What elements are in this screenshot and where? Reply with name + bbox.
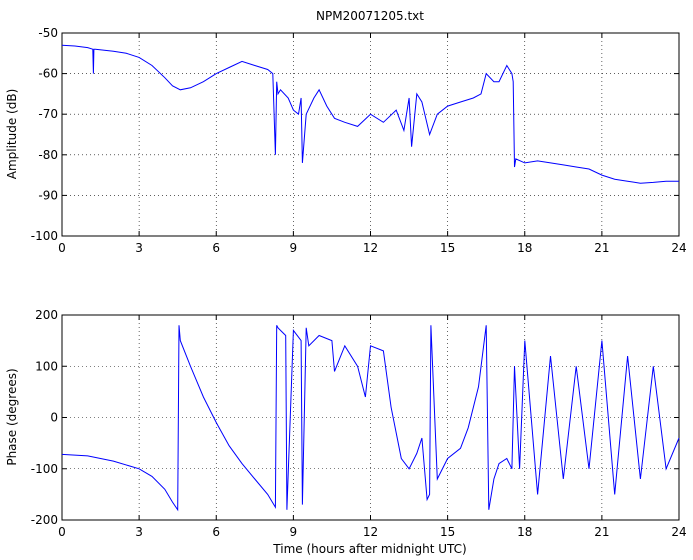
y-tick-labels: -100 -90 -80 -70 -60 -50 — [31, 26, 58, 243]
x-tick-label: 24 — [671, 241, 686, 255]
grid-lines — [62, 315, 679, 520]
x-tick-label: 21 — [594, 525, 609, 539]
series-line — [61, 325, 680, 512]
y-tick-label: -70 — [38, 107, 58, 121]
x-tick-label: 3 — [135, 525, 143, 539]
y-tick-labels: -200 -100 0 100 200 — [31, 308, 58, 527]
x-tick-label: 9 — [290, 525, 298, 539]
series-group — [61, 325, 680, 512]
y-tick-label: -200 — [31, 513, 58, 527]
phase-plot: 0 3 6 9 12 15 18 21 24 -200 -100 0 100 200 Phase (de… — [5, 308, 687, 556]
y-tick-label: -100 — [31, 462, 58, 476]
y-tick-label: -100 — [31, 229, 58, 243]
plot-frame — [61, 32, 680, 237]
x-tick-label: 0 — [58, 241, 66, 255]
y-tick-label: -90 — [38, 188, 58, 202]
x-tick-label: 6 — [212, 525, 220, 539]
x-tick-label: 9 — [290, 241, 298, 255]
x-tick-label: 6 — [212, 241, 220, 255]
x-tick-label: 15 — [440, 241, 455, 255]
x-tick-label: 0 — [58, 525, 66, 539]
y-axis-label: Amplitude (dB) — [5, 89, 19, 180]
x-tick-labels: 0 3 6 9 12 15 18 21 24 — [58, 241, 686, 255]
series-group — [61, 44, 679, 184]
x-tick-label: 18 — [517, 241, 532, 255]
y-tick-label: 100 — [35, 359, 58, 373]
x-tick-label: 18 — [517, 525, 532, 539]
x-tick-label: 12 — [363, 241, 378, 255]
x-tick-label: 21 — [594, 241, 609, 255]
y-tick-label: -50 — [38, 26, 58, 40]
y-tick-label: 200 — [35, 308, 58, 322]
x-tick-labels: 0 3 6 9 12 15 18 21 24 — [58, 525, 686, 539]
x-tick-label: 3 — [135, 241, 143, 255]
amplitude-plot: NPM20071205.txt 0 3 6 9 12 15 18 21 24 -100 -90 -8… — [5, 9, 687, 255]
y-tick-label: -60 — [38, 67, 58, 81]
x-axis-label: Time (hours after midnight UTC) — [272, 542, 466, 556]
x-tick-label: 15 — [440, 525, 455, 539]
y-axis-label: Phase (degrees) — [5, 368, 19, 465]
x-tick-label: 24 — [671, 525, 686, 539]
y-tick-label: -80 — [38, 148, 58, 162]
tick-marks — [61, 314, 680, 521]
series-line — [61, 44, 679, 184]
x-tick-label: 12 — [363, 525, 378, 539]
y-tick-label: 0 — [50, 411, 58, 425]
plot-title: NPM20071205.txt — [316, 9, 424, 23]
tick-marks — [61, 32, 680, 237]
